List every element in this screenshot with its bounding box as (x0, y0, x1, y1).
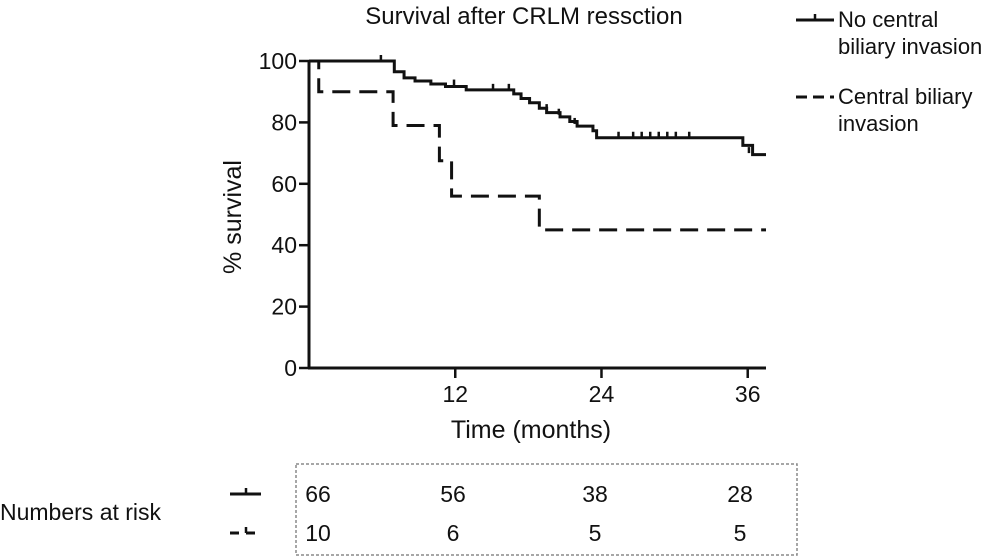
y-tick-label: 0 (284, 355, 297, 381)
legend-label-line: No central (838, 7, 938, 32)
series-1-line (309, 59, 766, 157)
risk-cell: 38 (582, 481, 608, 507)
chart-title: Survival after CRLM ressction (365, 3, 682, 30)
y-tick-label: 100 (259, 48, 297, 74)
y-tick-label: 20 (271, 294, 297, 320)
series-1 (309, 55, 766, 157)
risk-cell: 5 (589, 520, 602, 546)
legend-label-line: invasion (838, 111, 919, 136)
series-2 (309, 59, 766, 232)
risk-table-label: Numbers at risk (0, 499, 162, 525)
x-axis-title: Time (months) (451, 416, 611, 444)
y-axis-title: % survival (219, 160, 247, 274)
risk-cell: 28 (727, 481, 753, 507)
x-tick-label: 24 (589, 381, 615, 407)
risk-table-box (295, 463, 798, 556)
legend-label-line: Central biliary (838, 84, 973, 109)
risk-cell: 10 (305, 520, 331, 546)
series-layer (309, 55, 766, 232)
x-tick-label: 12 (442, 381, 468, 407)
series-2-line (309, 59, 766, 232)
risk-cell: 5 (734, 520, 747, 546)
risk-table: 66 56 38 28 10 6 5 5 (230, 481, 753, 546)
risk-cell: 56 (440, 481, 466, 507)
y-tick-label: 60 (271, 171, 297, 197)
risk-cell: 6 (447, 520, 460, 546)
x-axis-ticks: 12 24 36 (442, 368, 761, 407)
y-tick-label: 40 (271, 232, 297, 258)
x-tick-label: 36 (735, 381, 761, 407)
y-axis-ticks: 0 20 40 60 80 100 (259, 48, 309, 381)
risk-cell: 66 (305, 481, 331, 507)
y-tick-label: 80 (271, 109, 297, 135)
legend-label-line: biliary invasion (838, 34, 982, 59)
